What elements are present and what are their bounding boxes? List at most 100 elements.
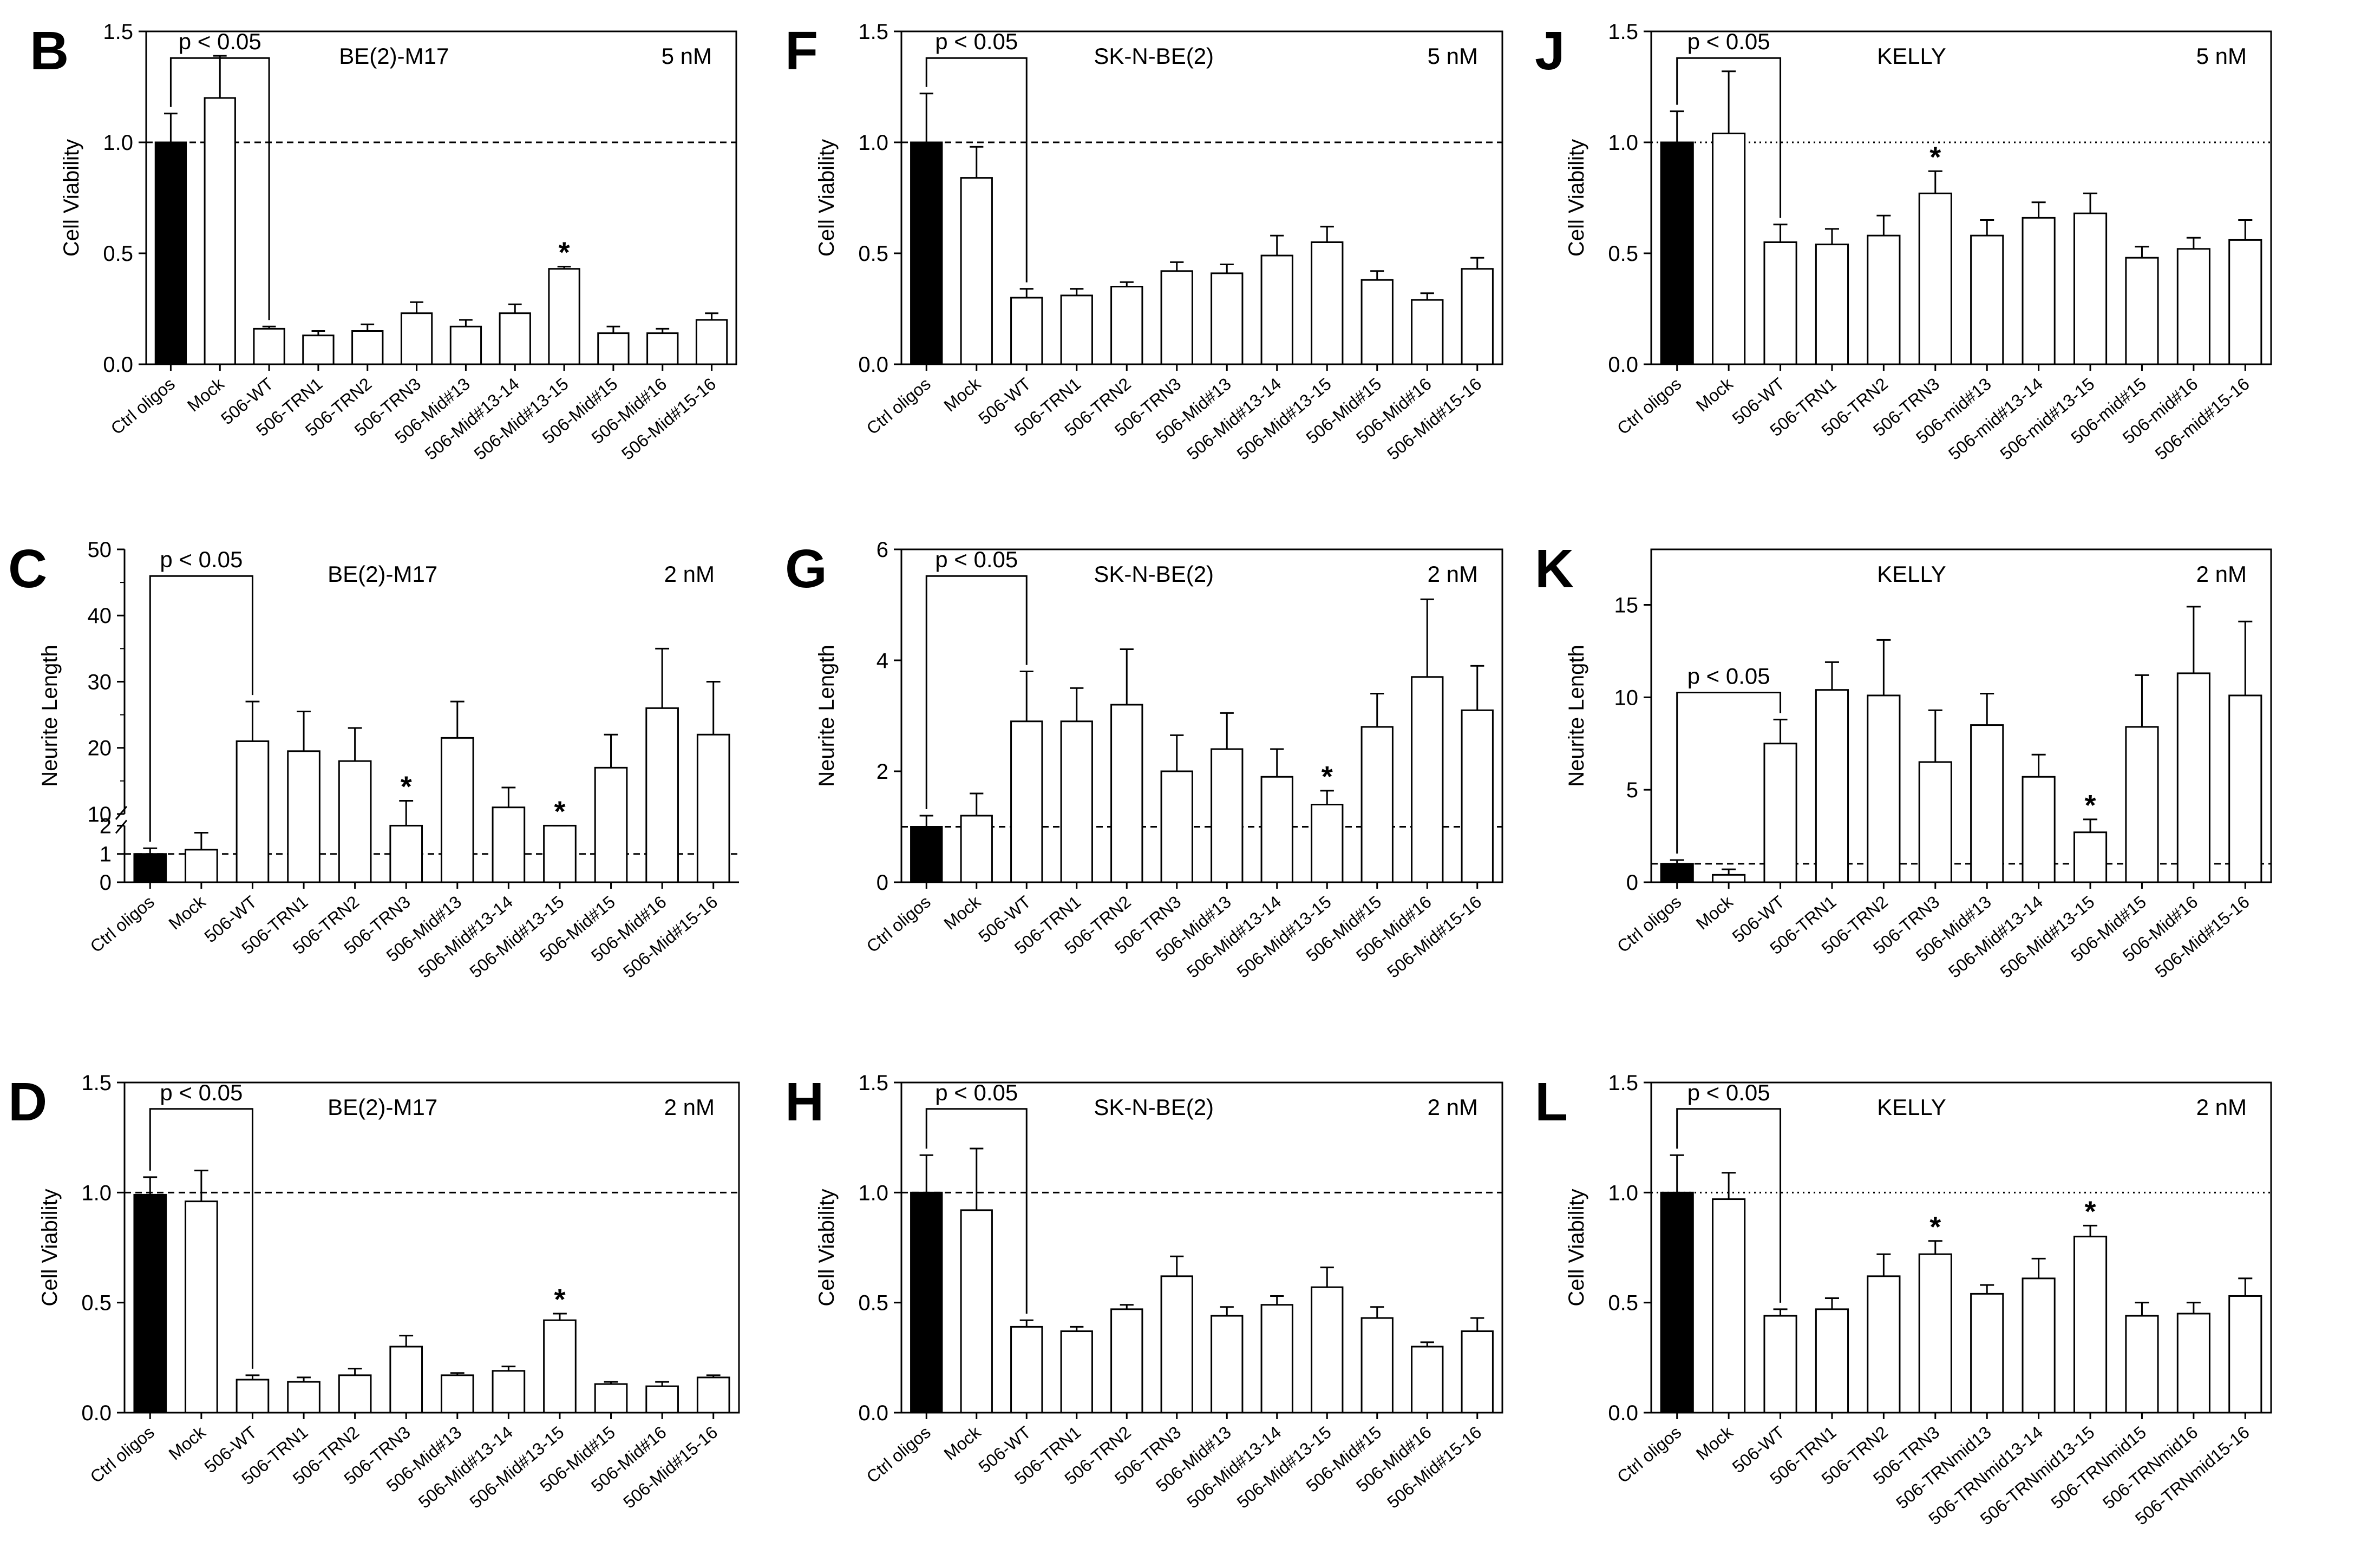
bar (1360, 279, 1394, 365)
y-axis-label: Cell Viability (815, 139, 839, 257)
axis-break-mark (115, 819, 128, 834)
bar (1110, 704, 1143, 883)
p-value-label: p < 0.05 (935, 1080, 1018, 1105)
x-category-label: Ctrl oligos (863, 374, 934, 438)
x-category-label: 506-Mid#15-16 (619, 892, 721, 982)
bar (1461, 709, 1494, 883)
bar (2022, 776, 2056, 883)
panel-concentration: 2 nM (664, 1094, 715, 1120)
y-tick-label: 2 (876, 760, 888, 784)
bar (960, 815, 993, 883)
plot-frame (1650, 30, 2272, 365)
y-tick-label: 0.5 (1608, 1291, 1638, 1315)
bar (1060, 720, 1093, 883)
bar (338, 1374, 372, 1414)
p-value-label: p < 0.05 (1687, 1080, 1770, 1105)
y-tick-label: 40 (88, 604, 112, 628)
bar (1311, 1286, 1344, 1414)
panel-concentration: 2 nM (1428, 561, 1478, 587)
plot-frame (1650, 548, 2272, 883)
bar (1160, 1275, 1193, 1414)
bar (2022, 1277, 2056, 1414)
plot-frame (900, 1081, 1503, 1414)
bar (1360, 726, 1394, 883)
bar (1010, 297, 1043, 365)
y-tick-label: 4 (876, 649, 888, 673)
bar (253, 327, 285, 365)
bar (389, 1346, 423, 1414)
bar (133, 853, 167, 883)
x-category-label: Ctrl oligos (863, 1422, 934, 1487)
p-value-label: p < 0.05 (935, 29, 1018, 54)
y-tick-label: 0 (876, 871, 888, 895)
x-category-label: Mock (1692, 1422, 1737, 1464)
p-value-label: p < 0.05 (935, 547, 1018, 572)
bar (1211, 748, 1244, 883)
significance-star: * (554, 795, 565, 828)
plot-frame (145, 30, 737, 365)
bar (1160, 270, 1193, 365)
bar (594, 766, 628, 883)
significance-star: * (1322, 760, 1333, 793)
significance-bracket (149, 575, 253, 842)
x-category-label: 506-Mid#13-14 (1945, 892, 2046, 982)
y-tick-label: 6 (876, 538, 888, 562)
panel-j: 0.0 0.5 1.0 1.5 Cell Viability Ctrl oligos Moc… (1535, 20, 2272, 464)
y-tick-label: 1.0 (103, 131, 133, 155)
panel-letter: F (785, 21, 818, 81)
bar (302, 334, 335, 365)
p-value-label: p < 0.05 (1687, 663, 1770, 688)
significance-bracket (925, 1108, 1028, 1314)
bar (1211, 272, 1244, 365)
panel-d: 0.0 0.5 1.0 1.5 Cell Viability Ctrl oligos Moc… (8, 1071, 740, 1512)
p-value-label: p < 0.05 (1687, 29, 1770, 54)
panel-title: SK-N-BE(2) (1094, 1094, 1214, 1120)
y-tick-label: 1.5 (858, 20, 888, 44)
bar (1763, 743, 1797, 883)
y-tick-label: 50 (88, 538, 112, 562)
y-tick-label: 1.0 (1608, 131, 1638, 155)
bar (2125, 1315, 2159, 1414)
bar (1010, 1326, 1043, 1414)
bar (696, 733, 730, 883)
x-category-label: Ctrl oligos (863, 892, 934, 956)
bar (389, 824, 423, 883)
bar (185, 1200, 218, 1414)
x-category-label: Mock (184, 373, 228, 415)
bar (543, 1319, 577, 1414)
x-category-label: 506-mid#15-16 (2151, 374, 2253, 464)
bar (2228, 1295, 2262, 1414)
p-value-label: p < 0.05 (160, 1080, 243, 1105)
bar (1763, 241, 1797, 365)
y-tick-label: 1.5 (1608, 20, 1638, 44)
bar (2073, 212, 2108, 365)
y-tick-label: 2 (100, 814, 112, 838)
significance-star: * (2085, 789, 2096, 822)
y-tick-label: 0.5 (858, 1291, 888, 1315)
bar (645, 707, 679, 883)
y-axis-label: Neurite Length (1565, 645, 1588, 786)
bar (154, 141, 187, 365)
bar (1260, 1304, 1293, 1414)
bar (1867, 234, 1901, 365)
panel-letter: L (1535, 1072, 1568, 1132)
bar (1918, 761, 1952, 883)
x-category-label: 506-Mid#15-16 (619, 1422, 721, 1512)
bar (2228, 694, 2262, 883)
significance-star: * (1929, 1211, 1941, 1243)
bar (2176, 248, 2210, 365)
bar (695, 319, 728, 365)
significance-bracket (1676, 691, 1782, 854)
y-axis-label: Neurite Length (815, 645, 839, 786)
bar (1660, 863, 1694, 883)
bar (1311, 241, 1344, 365)
bar (400, 312, 433, 365)
y-tick-label: 0.0 (103, 353, 133, 377)
bar (236, 1379, 270, 1414)
panel-l: 0.0 0.5 1.0 1.5 Cell Viability Ctrl oligos Moc… (1535, 1071, 2272, 1529)
plot-frame (900, 30, 1503, 365)
bar (1010, 720, 1043, 883)
y-axis-label: Cell Viability (60, 139, 83, 257)
y-tick-label: 0.0 (1608, 1401, 1638, 1425)
